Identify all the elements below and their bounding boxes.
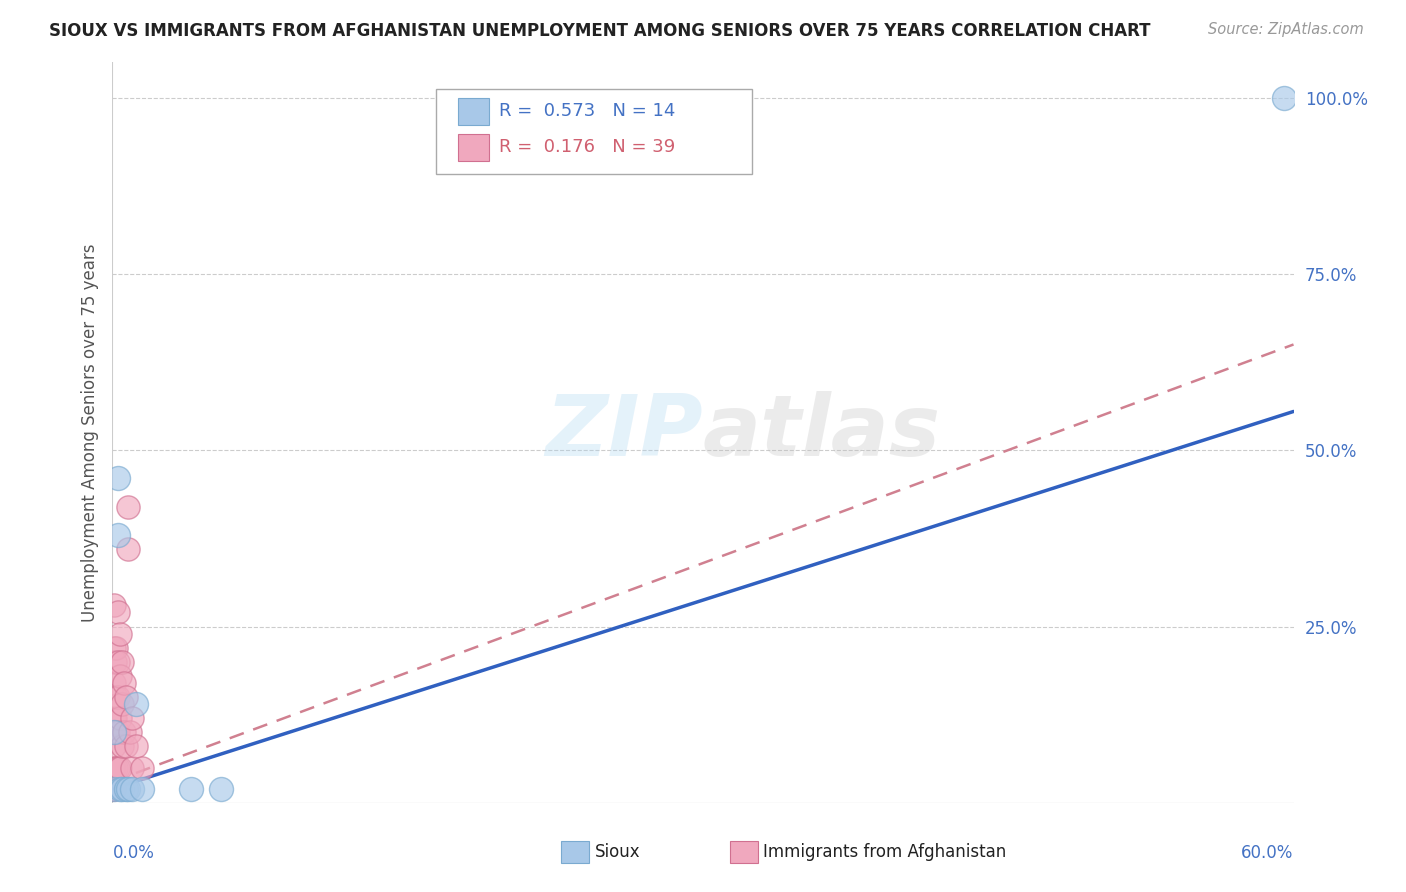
Point xyxy=(107,528,129,542)
Point xyxy=(110,760,132,774)
Point xyxy=(125,739,148,754)
Y-axis label: Unemployment Among Seniors over 75 years: Unemployment Among Seniors over 75 years xyxy=(80,244,98,622)
Text: 60.0%: 60.0% xyxy=(1241,844,1294,862)
Point xyxy=(103,725,125,739)
Point xyxy=(111,655,134,669)
Text: 0.0%: 0.0% xyxy=(112,844,155,862)
Point xyxy=(103,739,125,754)
Point xyxy=(103,760,125,774)
Point xyxy=(105,640,128,655)
Point xyxy=(107,725,129,739)
Text: R =  0.573   N = 14: R = 0.573 N = 14 xyxy=(499,103,675,120)
Text: R =  0.176   N = 39: R = 0.176 N = 39 xyxy=(499,138,675,156)
Point xyxy=(117,541,139,556)
Point xyxy=(103,781,125,796)
Point xyxy=(103,640,125,655)
Point xyxy=(107,655,129,669)
Point xyxy=(107,606,129,620)
Point xyxy=(110,626,132,640)
Point xyxy=(112,676,135,690)
Point xyxy=(115,739,138,754)
Point xyxy=(107,760,129,774)
Point xyxy=(111,697,134,711)
Point xyxy=(117,500,139,514)
Point xyxy=(112,725,135,739)
Point xyxy=(110,781,132,796)
Point xyxy=(104,711,127,725)
Point xyxy=(110,669,132,683)
Point xyxy=(110,711,132,725)
Point xyxy=(107,725,129,739)
Point xyxy=(103,760,125,774)
Point xyxy=(115,690,138,704)
Point xyxy=(131,760,153,774)
Point xyxy=(120,725,142,739)
Point xyxy=(121,711,143,725)
Point xyxy=(103,711,125,725)
Point xyxy=(104,655,127,669)
Point xyxy=(180,781,202,796)
Point xyxy=(115,781,138,796)
Point xyxy=(105,725,128,739)
Text: Sioux: Sioux xyxy=(595,843,640,861)
Point xyxy=(107,690,129,704)
Point xyxy=(103,676,125,690)
Point xyxy=(121,781,143,796)
Point xyxy=(1272,91,1295,105)
Point xyxy=(209,781,232,796)
Point xyxy=(103,781,125,796)
Point xyxy=(121,760,143,774)
Point xyxy=(103,599,125,613)
Point xyxy=(105,760,128,774)
Text: SIOUX VS IMMIGRANTS FROM AFGHANISTAN UNEMPLOYMENT AMONG SENIORS OVER 75 YEARS CO: SIOUX VS IMMIGRANTS FROM AFGHANISTAN UNE… xyxy=(49,22,1150,40)
Text: ZIP: ZIP xyxy=(546,391,703,475)
Text: atlas: atlas xyxy=(703,391,941,475)
Point xyxy=(103,781,125,796)
Point xyxy=(125,697,148,711)
Text: Immigrants from Afghanistan: Immigrants from Afghanistan xyxy=(763,843,1007,861)
Text: Source: ZipAtlas.com: Source: ZipAtlas.com xyxy=(1208,22,1364,37)
Point xyxy=(111,739,134,754)
Point xyxy=(131,781,153,796)
Point xyxy=(107,471,129,485)
Point xyxy=(117,781,139,796)
Point xyxy=(105,690,128,704)
Point xyxy=(111,781,134,796)
